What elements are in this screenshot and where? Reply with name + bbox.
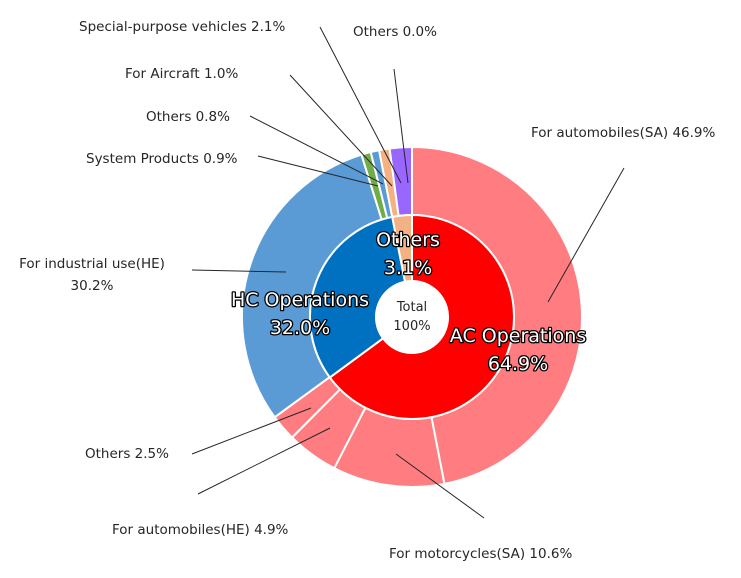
leader-line-auto_sa (547, 167, 625, 303)
outer-label-others_ac: Others 2.5% (85, 446, 169, 462)
leader-line-others_oth (393, 68, 409, 184)
outer-label-auto_sa: For automobiles(SA) 46.9% (531, 125, 716, 141)
leader-line-auto_he (197, 427, 331, 495)
leader-line-special (319, 26, 402, 184)
outer-label-ind_he-name: For industrial use(HE) (19, 256, 165, 272)
outer-label-auto_he: For automobiles(HE) 4.9% (112, 522, 289, 538)
leader-line-aircraft (289, 74, 393, 187)
outer-label-moto_sa: For motorcycles(SA) 10.6% (389, 546, 572, 562)
inner-label-oth-name: Others (376, 229, 440, 251)
leader-line-ind_he (191, 269, 287, 273)
inner-ring (309, 213, 515, 420)
inner-label-hc-name: HC Operations (231, 289, 369, 311)
leader-line-sys (257, 155, 379, 187)
center-hole (375, 280, 449, 354)
inner-label-oth-value: 3.1% (384, 257, 432, 279)
outer-label-others_oth: Others 0.0% (353, 24, 437, 40)
outer-label-ind_he-value: 30.2% (71, 278, 114, 294)
inner-label-hc-value: 32.0% (270, 317, 330, 339)
outer-label-sys: System Products 0.9% (86, 151, 238, 167)
outer-labels: For automobiles(SA) 46.9% For motorcycles… (19, 19, 715, 562)
outer-label-aircraft: For Aircraft 1.0% (125, 66, 238, 82)
leader-line-others_ac (191, 407, 312, 455)
inner-label-ac-name: AC Operations (450, 325, 586, 347)
outer-label-others_hc: Others 0.8% (146, 109, 230, 125)
inner-labels: AC Operations 64.9% HC Operations 32.0% Othe… (230, 228, 588, 377)
inner-label-ac-value: 64.9% (488, 353, 548, 375)
leader-lines (191, 26, 625, 519)
leader-line-moto_sa (395, 453, 485, 519)
outer-label-special: Special-purpose vehicles 2.1% (79, 19, 286, 35)
center-total-label: Total (396, 300, 427, 315)
leader-line-others_hc (249, 115, 384, 185)
center-total-value: 100% (393, 319, 430, 334)
